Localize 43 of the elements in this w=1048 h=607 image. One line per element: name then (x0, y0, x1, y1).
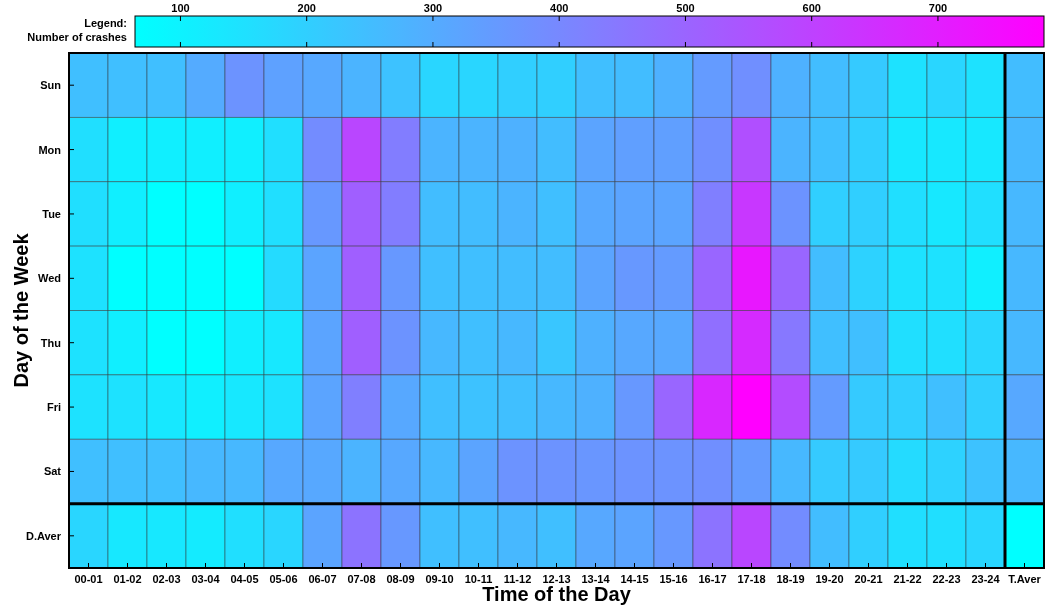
x-tick-label: 23-24 (971, 573, 1001, 585)
x-tick-label: 12-13 (542, 573, 571, 585)
x-tick-label: 21-22 (893, 573, 922, 585)
x-tick-label: 20-21 (854, 573, 883, 585)
x-tick-label: 09-10 (425, 573, 454, 585)
y-tick-label: Tue (42, 207, 61, 220)
color-bar-label: 500 (676, 2, 695, 14)
x-tick-label: 10-11 (464, 573, 493, 585)
x-tick-label: 08-09 (386, 573, 415, 585)
x-tick-label: 03-04 (191, 573, 221, 585)
x-tick-label: 11-12 (503, 573, 532, 585)
color-bar-title: Legend: Number of crashes (27, 17, 127, 43)
x-tick-label: 00-01 (74, 573, 103, 585)
x-tick-label: 15-16 (659, 573, 688, 585)
y-tick-label: D.Aver (25, 529, 62, 542)
x-tick-label: T.Aver (1008, 573, 1042, 585)
x-tick-label: 18-19 (776, 573, 805, 585)
color-bar-label: 400 (550, 2, 569, 14)
y-tick-label: Wed (37, 272, 61, 285)
x-axis-title: Time of the Day (482, 583, 632, 605)
color-bar-label: 300 (423, 2, 443, 14)
color-bar-label: 700 (928, 2, 948, 14)
x-tick-label: 17-18 (737, 573, 766, 585)
y-tick-label: Mon (38, 143, 62, 156)
x-tick-label: 22-23 (932, 573, 961, 585)
y-tick-label: Fri (46, 401, 61, 414)
x-tick-label: 07-08 (347, 573, 376, 585)
color-bar-label: 100 (171, 2, 190, 14)
y-tick-label: Sun (40, 79, 62, 92)
x-tick-label: 13-14 (581, 573, 611, 585)
x-tick-label: 19-20 (815, 573, 844, 585)
x-tick-label: 04-05 (230, 573, 259, 585)
x-tick-label: 14-15 (620, 573, 649, 585)
x-tick-label: 06-07 (308, 573, 337, 585)
color-bar-label: 600 (802, 2, 821, 14)
color-bar-label: 200 (297, 2, 316, 14)
y-tick-label: Sat (43, 465, 62, 478)
x-tick-label: 01-02 (113, 573, 142, 585)
x-tick-label: 05-06 (269, 573, 298, 585)
y-tick-label: Thu (40, 336, 61, 349)
x-tick-label: 16-17 (698, 573, 727, 585)
y-axis-title: Day of the Week (10, 232, 32, 388)
x-tick-label: 02-03 (152, 573, 181, 585)
